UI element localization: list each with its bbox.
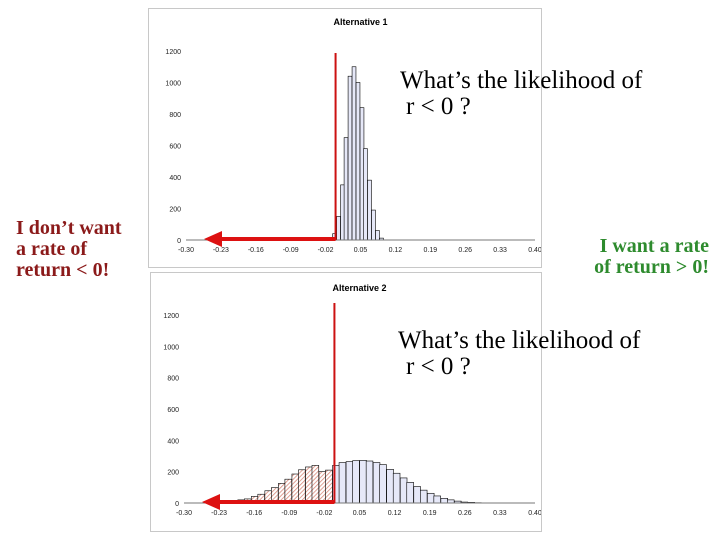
histogram-bar bbox=[419, 489, 428, 504]
histogram-bar bbox=[345, 461, 354, 504]
x-tick-label: 0.19 bbox=[423, 510, 437, 517]
want-line-1: I want a rate bbox=[599, 235, 709, 257]
question-1-line-1: What’s the likelihood of bbox=[400, 67, 643, 94]
histogram-bar bbox=[433, 495, 441, 504]
want-line-2: of return > 0! bbox=[594, 256, 709, 278]
histogram-bar bbox=[338, 462, 347, 504]
x-tick-label: 0.19 bbox=[423, 247, 437, 254]
y-tick-label: 400 bbox=[169, 175, 181, 182]
histogram-bar bbox=[399, 477, 408, 504]
x-tick-label: -0.16 bbox=[246, 510, 262, 517]
want-note: I want a rate of return > 0! bbox=[559, 236, 709, 278]
dont-want-line-2: a rate of bbox=[16, 238, 88, 260]
histogram-bar bbox=[440, 498, 448, 504]
histogram-bar-loss bbox=[311, 465, 320, 504]
histogram-bar bbox=[365, 460, 374, 504]
dont-want-line-1: I don’t want bbox=[16, 217, 122, 239]
x-tick-label: 0.40 bbox=[528, 510, 541, 517]
x-tick-label: -0.16 bbox=[248, 247, 264, 254]
y-tick-label: 600 bbox=[167, 407, 179, 414]
likelihood-question-1: What’s the likelihood of r < 0 ? bbox=[400, 67, 643, 121]
y-tick-label: 400 bbox=[167, 438, 179, 445]
histogram-bar bbox=[336, 216, 341, 241]
chart-title: Alternative 2 bbox=[332, 283, 386, 293]
histogram-bar bbox=[343, 137, 349, 241]
histogram-bar bbox=[379, 464, 387, 504]
loss-arrow-head bbox=[202, 494, 220, 510]
histogram-bar bbox=[352, 460, 360, 504]
x-tick-label: 0.33 bbox=[493, 247, 507, 254]
histogram-bar bbox=[386, 469, 394, 504]
x-tick-label: 0.26 bbox=[458, 510, 472, 517]
histogram-bar bbox=[351, 66, 357, 241]
y-tick-label: 1200 bbox=[163, 313, 179, 320]
y-tick-label: 200 bbox=[169, 207, 181, 214]
y-tick-label: 1000 bbox=[163, 344, 179, 351]
histogram-bar bbox=[427, 492, 435, 504]
histogram-bar bbox=[371, 209, 376, 241]
histogram-bar-loss bbox=[318, 471, 327, 504]
histogram-bar-loss bbox=[325, 469, 333, 504]
histogram-alternative-2: Alternative 2 0 200 400 600 800 1000 1200 -0.30 -… bbox=[163, 283, 541, 517]
histogram-bar bbox=[355, 82, 361, 241]
x-tick-label: 0.12 bbox=[388, 510, 402, 517]
histogram-bar bbox=[413, 486, 421, 504]
histogram-bar bbox=[372, 462, 381, 504]
histogram-bar-loss bbox=[291, 473, 300, 504]
y-tick-label: 200 bbox=[167, 470, 179, 477]
chart-title: Alternative 1 bbox=[333, 17, 387, 27]
x-tick-label: -0.09 bbox=[281, 510, 297, 517]
x-tick-label: 0.26 bbox=[458, 247, 472, 254]
x-tick-label: 0.12 bbox=[389, 247, 403, 254]
histogram-bar-loss bbox=[298, 469, 306, 504]
histogram-bar bbox=[406, 482, 414, 504]
question-2-line-1: What’s the likelihood of bbox=[398, 327, 641, 354]
histogram-bar bbox=[347, 75, 353, 241]
x-tick-label: -0.23 bbox=[211, 510, 227, 517]
x-tick-label: 0.40 bbox=[528, 247, 541, 254]
y-tick-label: 0 bbox=[177, 238, 181, 245]
histogram-bar bbox=[375, 230, 380, 241]
x-tick-label: -0.30 bbox=[176, 510, 192, 517]
histogram-bar-loss bbox=[284, 478, 292, 504]
histogram-bar-loss bbox=[305, 466, 313, 504]
chart-panel-alternative-2: Alternative 2 0 200 400 600 800 1000 1200 -0.30 -… bbox=[150, 272, 542, 532]
histogram-bar bbox=[367, 179, 372, 241]
y-tick-label: 800 bbox=[167, 376, 179, 383]
loss-arrow-head bbox=[204, 231, 222, 247]
y-tick-label: 1000 bbox=[165, 81, 181, 88]
x-tick-label: 0.05 bbox=[353, 510, 367, 517]
dont-want-line-3: return < 0! bbox=[16, 259, 110, 281]
histogram-bar bbox=[392, 472, 401, 504]
x-tick-label: -0.23 bbox=[213, 247, 229, 254]
histogram-alternative-1: Alternative 1 0 200 400 600 800 1000 1200 -0.30 -… bbox=[165, 17, 541, 254]
chart-panel-alternative-1: Alternative 1 0 200 400 600 800 1000 1200 -0.30 -… bbox=[148, 8, 542, 268]
histogram-bar bbox=[363, 148, 368, 241]
y-tick-label: 0 bbox=[175, 501, 179, 508]
y-tick-label: 800 bbox=[169, 112, 181, 119]
likelihood-question-2: What’s the likelihood of r < 0 ? bbox=[398, 327, 641, 381]
x-tick-label: 0.33 bbox=[493, 510, 507, 517]
x-tick-label: -0.02 bbox=[316, 510, 332, 517]
x-tick-label: -0.02 bbox=[318, 247, 334, 254]
x-tick-label: -0.30 bbox=[178, 247, 194, 254]
dont-want-note: I don’t want a rate of return < 0! bbox=[16, 218, 148, 281]
histogram-bar bbox=[359, 460, 367, 504]
y-tick-label: 1200 bbox=[165, 49, 181, 56]
question-1-line-2: r < 0 ? bbox=[406, 93, 471, 121]
x-tick-label: 0.05 bbox=[354, 247, 368, 254]
question-2-line-2: r < 0 ? bbox=[406, 353, 471, 381]
x-tick-label: -0.09 bbox=[283, 247, 299, 254]
y-tick-label: 600 bbox=[169, 144, 181, 151]
